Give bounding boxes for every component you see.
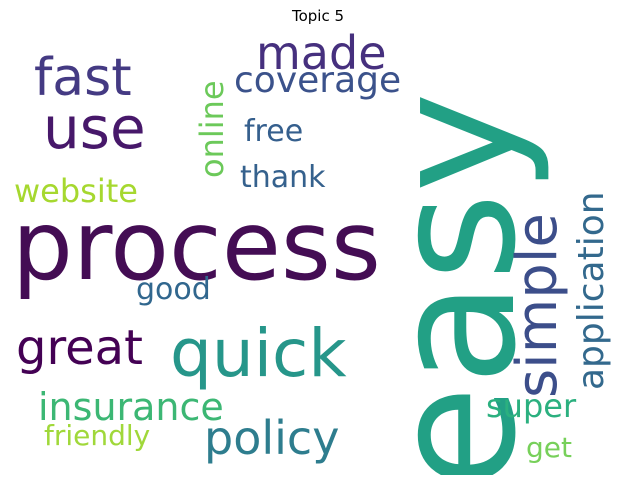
word-coverage: coverage: [234, 60, 402, 101]
word-friendly: friendly: [44, 419, 151, 452]
word-get: get: [526, 431, 572, 464]
word-use: use: [43, 94, 146, 162]
chart-title: Topic 5: [291, 7, 345, 25]
word-online: online: [193, 80, 231, 178]
word-simple: simple: [505, 213, 570, 398]
word-policy: policy: [204, 411, 340, 465]
word-good: good: [136, 272, 211, 307]
word-application: application: [571, 191, 612, 390]
word-insurance: insurance: [38, 385, 224, 429]
word-process: process: [12, 190, 381, 302]
word-cloud: process easy quick simple use fast made …: [10, 30, 626, 475]
word-thank: thank: [240, 160, 326, 195]
word-great: great: [16, 320, 143, 376]
word-free: free: [244, 114, 304, 149]
word-fast: fast: [34, 48, 132, 108]
word-made: made: [256, 30, 387, 80]
word-super: super: [486, 387, 577, 425]
word-quick: quick: [170, 315, 347, 392]
word-website: website: [14, 172, 138, 210]
